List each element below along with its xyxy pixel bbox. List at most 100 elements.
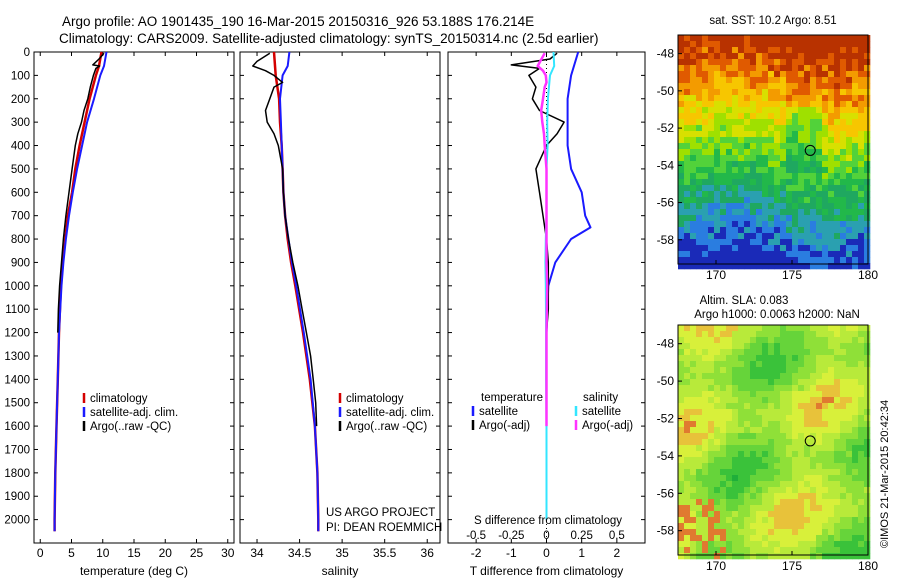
- sla-cell: [690, 355, 697, 362]
- sst-cell: [822, 137, 829, 144]
- sla-cell: [852, 379, 859, 386]
- sst-cell: [756, 65, 763, 72]
- sla-cell: [714, 547, 721, 554]
- sla-cell: [738, 487, 745, 494]
- sla-cell: [702, 517, 709, 524]
- sla-cell: [828, 535, 835, 542]
- sst-cell: [804, 47, 811, 54]
- sla-cell: [738, 445, 745, 452]
- sla-cell: [720, 493, 727, 500]
- sla-cell: [846, 499, 853, 506]
- sst-cell: [804, 41, 811, 48]
- sla-cell: [702, 343, 709, 350]
- sst-cell: [798, 227, 805, 234]
- sst-cell: [822, 101, 829, 108]
- sla-cell: [714, 499, 721, 506]
- sla-cell: [762, 367, 769, 374]
- sst-cell: [708, 233, 715, 240]
- sst-cell: [852, 47, 859, 54]
- sla-cell: [750, 337, 757, 344]
- sst-cell: [762, 137, 769, 144]
- sla-cell: [792, 547, 799, 554]
- sla-cell: [774, 517, 781, 524]
- sst-cell: [786, 47, 793, 54]
- sla-cell: [774, 379, 781, 386]
- sst-cell: [732, 47, 739, 54]
- sla-cell: [744, 373, 751, 380]
- sst-cell: [846, 191, 853, 198]
- sla-cell: [702, 349, 709, 356]
- sla-cell: [822, 403, 829, 410]
- sst-cell: [816, 47, 823, 54]
- sla-cell: [792, 499, 799, 506]
- sst-cell: [816, 245, 823, 252]
- temperature-panel: 0 5 10 15 20 25 300100200300400500600700800900…: [4, 47, 234, 578]
- sst-cell: [714, 125, 721, 132]
- sla-cell: [864, 553, 871, 560]
- sst-cell: [858, 185, 865, 192]
- sla-cell: [864, 541, 871, 548]
- sla-cell: [780, 391, 787, 398]
- sla-cell: [708, 499, 715, 506]
- sla-cell: [714, 451, 721, 458]
- sst-cell: [828, 167, 835, 174]
- sla-cell: [786, 529, 793, 536]
- sst-cell: [768, 59, 775, 66]
- sst-cell: [756, 95, 763, 102]
- sst-cell: [708, 47, 715, 54]
- sla-cell: [696, 553, 703, 560]
- sla-cell: [756, 457, 763, 464]
- sst-cell: [774, 77, 781, 84]
- sla-cell: [720, 535, 727, 542]
- sst-cell: [714, 179, 721, 186]
- temperature-ytick-label: 1500: [4, 398, 30, 410]
- sst-cell: [858, 65, 865, 72]
- temperature-xtick-label: 10: [96, 546, 110, 560]
- sla-cell: [744, 457, 751, 464]
- sst-cell: [684, 263, 691, 270]
- sla-cell: [744, 553, 751, 560]
- sla-cell: [714, 541, 721, 548]
- sla-cell: [804, 337, 811, 344]
- sla-cell: [750, 445, 757, 452]
- sla-cell: [726, 499, 733, 506]
- sla-cell: [756, 325, 763, 332]
- sla-cell: [696, 523, 703, 530]
- sla-cell: [708, 463, 715, 470]
- sla-cell: [768, 553, 775, 560]
- sla-cell: [786, 493, 793, 500]
- sst-cell: [756, 221, 763, 228]
- sst-cell: [768, 71, 775, 78]
- sla-cell: [798, 403, 805, 410]
- sst-cell: [810, 245, 817, 252]
- difference-panel: -2 -1 0 1 2T difference from climatologytemp…: [447, 51, 646, 578]
- credit-project: US ARGO PROJECT: [326, 507, 435, 519]
- sst-cell: [744, 221, 751, 228]
- sla-cell: [750, 385, 757, 392]
- sst-cell: [780, 209, 787, 216]
- sst-cell: [858, 167, 865, 174]
- sla-cell: [744, 421, 751, 428]
- sla-cell: [690, 361, 697, 368]
- sst-cell: [852, 161, 859, 168]
- sla-cell: [852, 409, 859, 416]
- sst-cell: [750, 209, 757, 216]
- sla-cell: [720, 541, 727, 548]
- sst-cell: [690, 119, 697, 126]
- sla-cell: [804, 457, 811, 464]
- sla-cell: [846, 337, 853, 344]
- sla-cell: [798, 343, 805, 350]
- sla-cell: [774, 385, 781, 392]
- sst-cell: [810, 191, 817, 198]
- sla-cell: [696, 421, 703, 428]
- sst-cell: [756, 149, 763, 156]
- sst-cell: [780, 191, 787, 198]
- sla-cell: [822, 463, 829, 470]
- sla-cell: [684, 511, 691, 518]
- sla-cell: [786, 553, 793, 560]
- sst-cell: [744, 191, 751, 198]
- sla-cell: [678, 541, 685, 548]
- sla-cell: [708, 445, 715, 452]
- sla-cell: [792, 451, 799, 458]
- sst-cell: [702, 173, 709, 180]
